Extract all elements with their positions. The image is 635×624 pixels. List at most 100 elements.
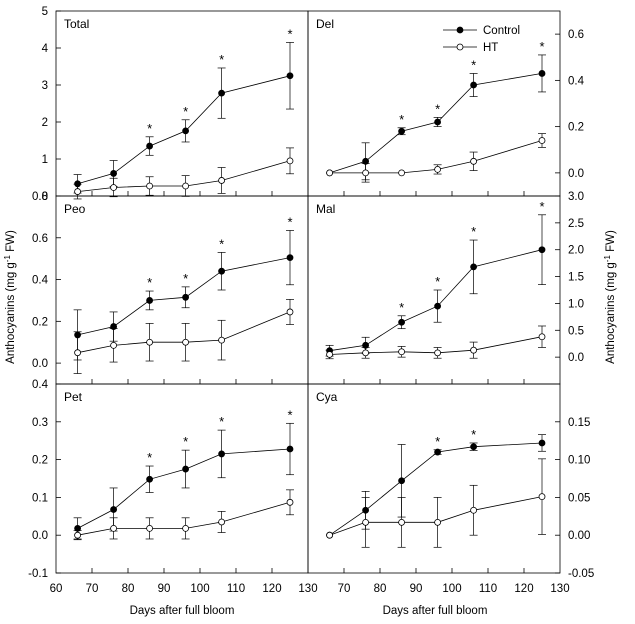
panel-frame (55, 383, 309, 574)
x-tick-label: 110 (227, 583, 245, 595)
data-point (110, 170, 117, 177)
data-point (74, 531, 81, 539)
significance-star: * (147, 275, 152, 290)
significance-star: * (219, 236, 224, 251)
significance-star: * (539, 39, 544, 54)
y-tick-label: 1.5 (568, 272, 584, 284)
data-point (182, 524, 190, 532)
y-axis-title-superscript: -1 (3, 255, 12, 263)
data-point (470, 443, 478, 451)
x-tick-label: 100 (442, 583, 461, 595)
significance-star: * (399, 300, 404, 315)
x-tick-label: 120 (514, 583, 533, 595)
data-point (538, 246, 546, 254)
significance-star: * (183, 434, 188, 449)
data-point (146, 524, 154, 532)
y-axis-title-main: Anthocyanins (mg g (605, 262, 617, 364)
data-point (434, 302, 442, 310)
x-tick-label: 110 (479, 583, 497, 595)
data-point (434, 166, 442, 173)
panel-title: Pet (64, 390, 83, 404)
x-tick-label: 130 (298, 583, 317, 595)
x-tick-label: 70 (338, 583, 351, 595)
series-line (77, 311, 291, 354)
data-point (182, 338, 190, 346)
panel-frame (55, 195, 309, 385)
significance-star: * (435, 274, 440, 289)
y-tick-label: 4 (42, 43, 49, 55)
x-tick-label: 80 (374, 583, 387, 595)
significance-star: * (147, 450, 152, 465)
data-point (470, 81, 478, 89)
y-tick-label: 0.05 (568, 492, 590, 504)
data-point (286, 157, 294, 165)
y-tick-label: 2 (42, 117, 48, 129)
data-point (326, 169, 334, 177)
y-tick-label: 2.5 (568, 218, 584, 230)
significance-star: * (471, 427, 476, 442)
data-point (182, 465, 190, 473)
y-tick-label: 1 (42, 154, 48, 166)
data-point (218, 450, 226, 458)
y-tick-label: 0 (42, 191, 48, 203)
y-tick-label: 0.0 (568, 168, 584, 180)
series-line (329, 336, 543, 355)
y-tick-label: 0.8 (32, 191, 48, 203)
legend-entry-ht: HT (443, 42, 498, 54)
series-line (329, 73, 543, 174)
x-tick-label: 130 (550, 583, 569, 595)
panel-del: Del 0.0 0.2 0.4 0.6 * * * * (307, 10, 585, 197)
panel-mal: Mal 0.0 0.5 1.0 1.5 2.0 2.5 3.0 * * * * (307, 191, 584, 385)
data-point (218, 518, 226, 526)
series-line (329, 249, 543, 352)
y-tick-label: 0.5 (568, 325, 584, 337)
series-line (77, 257, 291, 336)
series-line (329, 442, 543, 536)
y-tick-label: 0.10 (568, 455, 590, 467)
data-point (146, 182, 154, 190)
series-ht (73, 489, 294, 541)
y-tick-label: 0.15 (568, 417, 590, 429)
y-tick-label: 0.6 (568, 29, 584, 41)
panel-title: Total (64, 17, 89, 31)
series-line (77, 75, 291, 185)
data-point (434, 349, 442, 357)
series-ht (73, 147, 294, 200)
data-point (538, 70, 546, 77)
data-point (398, 169, 406, 177)
legend-label-ht: HT (483, 42, 498, 54)
series-ht (326, 458, 546, 548)
panel-title: Mal (316, 202, 335, 216)
data-point (286, 498, 294, 506)
series-ht (326, 133, 546, 183)
panel-total: Total 0 1 2 3 4 5 * * * * (42, 6, 309, 203)
data-point (470, 263, 478, 271)
data-point (398, 318, 406, 326)
x-axis-title-left: Days after full bloom (130, 605, 235, 617)
series-line (329, 140, 543, 174)
series-ht (73, 299, 294, 374)
data-point (286, 72, 294, 80)
series-line (77, 501, 291, 536)
series-control (326, 54, 546, 181)
panel-frame (55, 10, 309, 197)
data-point (362, 518, 370, 526)
y-tick-label: 0.4 (568, 75, 585, 87)
data-point (538, 137, 546, 144)
panel-frame (307, 10, 561, 197)
y-axis-title-superscript: -1 (603, 255, 612, 263)
legend-marker-ht (456, 43, 464, 51)
data-point (538, 333, 546, 341)
data-point (74, 349, 81, 357)
legend-marker-control (456, 26, 464, 34)
significance-star: * (435, 434, 440, 449)
data-point (110, 506, 117, 513)
data-point (538, 493, 546, 501)
data-point (146, 297, 154, 304)
data-point (110, 524, 117, 532)
y-axis-title-end: FW) (605, 230, 617, 255)
data-point (470, 506, 478, 514)
data-point (398, 518, 406, 526)
data-point (218, 336, 226, 344)
panel-title: Del (316, 17, 334, 31)
